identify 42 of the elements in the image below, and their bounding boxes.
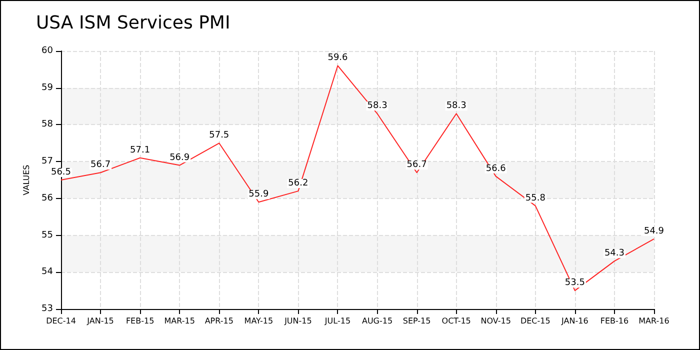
y-tick-label: 59 — [42, 82, 54, 93]
x-tick-label: JAN-16 — [560, 316, 588, 326]
y-tick-label: 58 — [42, 120, 54, 130]
y-tick-label: 53 — [42, 304, 53, 314]
data-label: 55.8 — [525, 193, 546, 204]
y-axis-title: VALUES — [22, 164, 32, 196]
data-label: 54.9 — [644, 226, 664, 236]
x-tick-label: NOV-15 — [480, 316, 511, 326]
data-label: 59.6 — [328, 53, 348, 64]
x-tick-label: MAY-15 — [244, 316, 274, 326]
x-tick-label: DEC-15 — [520, 316, 550, 326]
data-label: 55.9 — [248, 190, 269, 200]
x-tick-label: MAR-15 — [164, 316, 195, 326]
data-label: 57.5 — [209, 130, 230, 141]
x-tick-label: AUG-15 — [362, 316, 393, 326]
x-tick-label: JUL-15 — [324, 316, 351, 326]
data-label: 53.5 — [564, 278, 585, 288]
x-tick-label: APR-15 — [204, 316, 234, 326]
y-tick-label: 56 — [42, 193, 54, 204]
y-tick-label: 57 — [42, 156, 53, 167]
y-tick-label: 60 — [42, 46, 54, 56]
x-tick-label: FEB-16 — [600, 316, 629, 326]
x-tick-label: FEB-15 — [126, 316, 154, 326]
x-tick-label: OCT-15 — [442, 316, 471, 326]
x-tick-label: DEC-14 — [46, 316, 76, 326]
data-label: 57.1 — [130, 145, 150, 156]
data-label: 58.3 — [446, 101, 466, 112]
data-label: 56.5 — [50, 168, 72, 178]
data-label: 56.9 — [170, 152, 190, 163]
data-label: 56.7 — [90, 160, 111, 170]
data-label: 56.6 — [486, 164, 506, 174]
data-label: 56.7 — [406, 160, 427, 170]
x-tick-label: SEP-15 — [402, 316, 431, 326]
data-label: 58.3 — [367, 101, 388, 112]
x-tick-label: JAN-15 — [86, 316, 114, 326]
y-tick-label: 55 — [42, 230, 53, 240]
data-label: 54.3 — [604, 248, 624, 259]
chart-title: USA ISM Services PMI — [36, 12, 230, 34]
x-tick-label: MAR-16 — [638, 316, 670, 326]
x-tick-label: JUN-15 — [284, 316, 312, 326]
y-tick-label: 54 — [42, 267, 54, 278]
data-label: 56.2 — [288, 178, 308, 189]
